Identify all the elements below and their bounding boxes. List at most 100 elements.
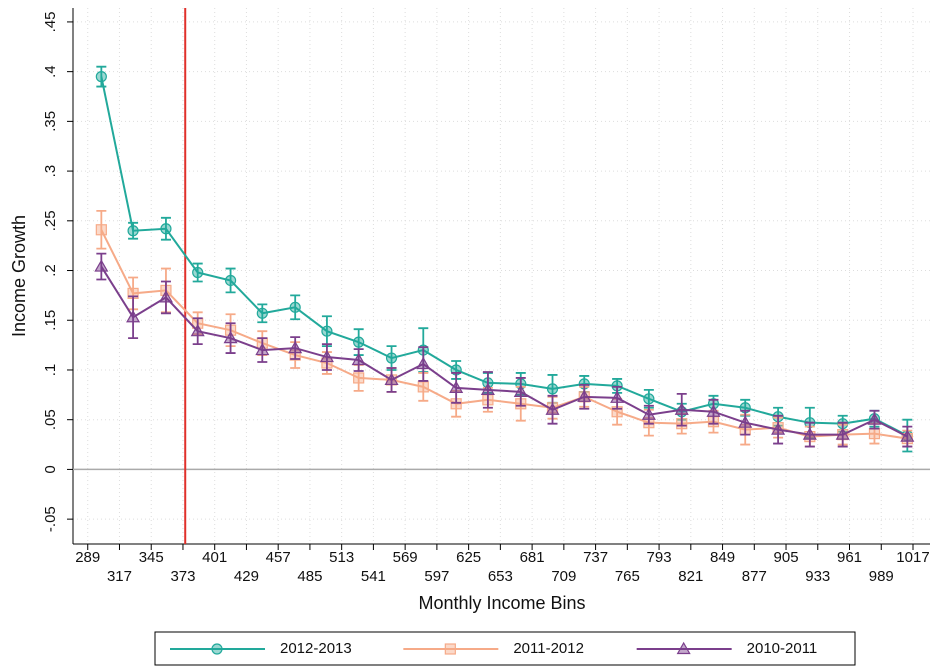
error-bar bbox=[579, 383, 590, 410]
point bbox=[771, 422, 786, 435]
error-bar bbox=[708, 398, 719, 425]
x-tick-label: 989 bbox=[869, 568, 894, 585]
point bbox=[546, 383, 559, 395]
x-tick-label: 849 bbox=[710, 549, 735, 566]
y-axis-label: Income Growth bbox=[9, 215, 29, 337]
x-tick-label: 821 bbox=[678, 568, 703, 585]
legend-marker bbox=[211, 643, 223, 655]
error-bar bbox=[740, 409, 751, 436]
legend-marker bbox=[676, 641, 691, 655]
error-bar bbox=[257, 337, 268, 363]
y-tick-label: .2 bbox=[42, 264, 59, 277]
legend-marker bbox=[444, 643, 456, 655]
point bbox=[160, 223, 172, 235]
error-bar bbox=[612, 385, 623, 410]
point bbox=[288, 340, 303, 354]
legend-label: 2012-2013 bbox=[280, 640, 352, 657]
error-bar bbox=[192, 262, 203, 283]
error-bar bbox=[515, 377, 526, 407]
point bbox=[353, 336, 365, 348]
point bbox=[641, 407, 656, 420]
point bbox=[351, 352, 366, 366]
error-bar bbox=[257, 303, 268, 324]
point bbox=[126, 310, 141, 323]
error-bar bbox=[225, 322, 236, 354]
x-tick-label: 541 bbox=[361, 568, 386, 585]
legend-label: 2010-2011 bbox=[747, 640, 818, 657]
point bbox=[256, 307, 268, 319]
error-bar bbox=[160, 216, 171, 241]
point bbox=[545, 402, 560, 415]
point bbox=[158, 290, 173, 303]
error-bar bbox=[773, 414, 784, 445]
error-bar bbox=[353, 348, 364, 372]
y-tick-label: .1 bbox=[42, 364, 59, 377]
point bbox=[738, 415, 753, 428]
error-bar bbox=[418, 346, 429, 382]
point bbox=[353, 372, 365, 384]
x-tick-label: 765 bbox=[615, 568, 640, 585]
point bbox=[416, 356, 431, 370]
error-bar bbox=[290, 336, 301, 360]
point bbox=[449, 380, 464, 393]
error-bar bbox=[225, 267, 236, 294]
error-bar bbox=[451, 372, 462, 404]
error-bar bbox=[676, 392, 687, 427]
point bbox=[190, 323, 205, 337]
x-tick-label: 1017 bbox=[896, 549, 929, 566]
point bbox=[95, 71, 107, 83]
y-tick-label: .25 bbox=[42, 210, 59, 231]
point bbox=[95, 224, 107, 236]
point bbox=[289, 301, 301, 313]
point bbox=[417, 381, 429, 393]
x-tick-label: 429 bbox=[234, 568, 259, 585]
y-tick-label: .4 bbox=[42, 65, 59, 78]
point bbox=[900, 429, 915, 442]
point bbox=[868, 428, 881, 440]
point bbox=[192, 266, 204, 279]
x-tick-label: 709 bbox=[551, 568, 576, 585]
point bbox=[224, 274, 237, 287]
point bbox=[480, 382, 495, 395]
point bbox=[674, 402, 689, 415]
x-tick-label: 289 bbox=[75, 549, 100, 566]
x-tick-label: 877 bbox=[742, 568, 767, 585]
x-tick-label: 597 bbox=[424, 568, 449, 585]
x-tick-label: 961 bbox=[837, 549, 862, 566]
y-tick-label: 0 bbox=[42, 465, 59, 473]
series-line bbox=[100, 76, 908, 437]
point bbox=[835, 427, 850, 440]
point bbox=[321, 325, 333, 337]
point bbox=[319, 349, 334, 363]
point bbox=[867, 412, 882, 425]
error-bar bbox=[804, 421, 815, 448]
x-tick-label: 569 bbox=[393, 549, 418, 566]
error-bar bbox=[160, 280, 171, 315]
x-tick-label: 653 bbox=[488, 568, 513, 585]
error-bar bbox=[128, 295, 139, 340]
legend-label: 2011-2012 bbox=[513, 640, 584, 657]
x-tick-label: 905 bbox=[774, 549, 799, 566]
error-bar bbox=[96, 65, 107, 88]
error-bar bbox=[482, 371, 493, 409]
error-bar bbox=[321, 343, 332, 371]
series-line bbox=[100, 266, 908, 438]
error-bar bbox=[386, 367, 397, 393]
point bbox=[706, 404, 721, 417]
point bbox=[610, 390, 625, 403]
y-tick-label: -.05 bbox=[42, 506, 59, 532]
point bbox=[384, 372, 399, 386]
point bbox=[513, 384, 528, 397]
point bbox=[802, 427, 817, 440]
y-tick-label: .45 bbox=[42, 11, 59, 32]
error-bar bbox=[96, 252, 107, 281]
point bbox=[643, 393, 655, 405]
error-bar bbox=[192, 317, 203, 346]
error-bar bbox=[837, 421, 848, 448]
x-axis-label: Monthly Income Bins bbox=[418, 593, 585, 613]
point bbox=[577, 389, 592, 402]
point bbox=[255, 342, 270, 356]
point bbox=[385, 352, 398, 364]
